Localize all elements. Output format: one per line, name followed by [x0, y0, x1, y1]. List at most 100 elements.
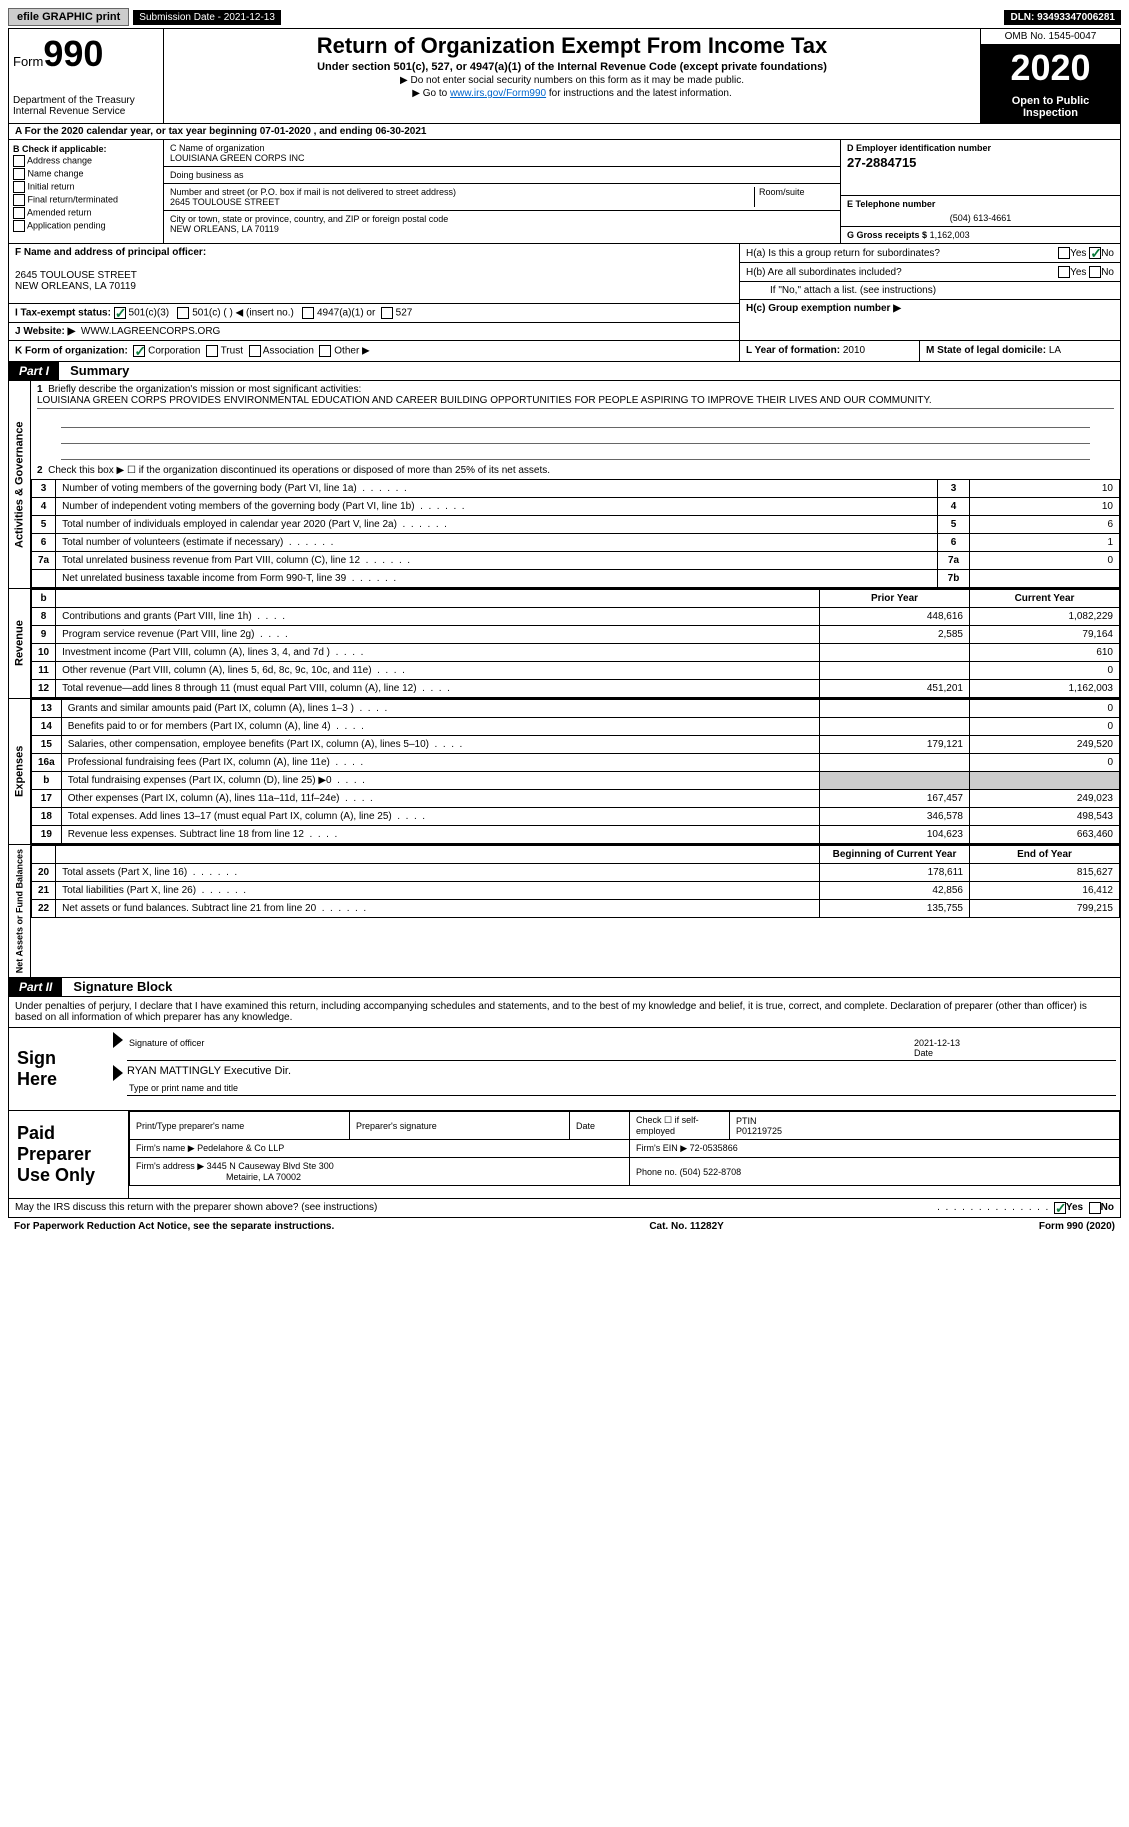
netassets-table: Beginning of Current YearEnd of Year20 T… [31, 845, 1120, 918]
firm-ein-label: Firm's EIN ▶ [636, 1143, 687, 1153]
firm-addr-label: Firm's address ▶ [136, 1161, 204, 1171]
e-phone-label: E Telephone number [847, 199, 1114, 209]
chk-initial-return[interactable]: Initial return [13, 181, 159, 193]
hb-label: H(b) Are all subordinates included? [746, 267, 1058, 278]
efile-print-button[interactable]: efile GRAPHIC print [8, 8, 129, 26]
chk-4947[interactable] [302, 307, 314, 319]
discuss-yes[interactable] [1054, 1202, 1066, 1214]
dba-label: Doing business as [170, 170, 834, 180]
irs-link[interactable]: www.irs.gov/Form990 [450, 88, 546, 99]
chk-501c3[interactable] [114, 307, 126, 319]
dln-label: DLN: 93493347006281 [1004, 10, 1121, 25]
form-header: Form990 Department of the Treasury Inter… [8, 28, 1121, 124]
hc-label: H(c) Group exemption number ▶ [740, 300, 1120, 317]
line-desc: Revenue less expenses. Subtract line 18 … [61, 826, 819, 844]
chk-final-return[interactable]: Final return/terminated [13, 194, 159, 206]
prior-year-val: 167,457 [820, 790, 970, 808]
officer-sig-label: Signature of officer [129, 1038, 914, 1058]
prior-year-val: 346,578 [820, 808, 970, 826]
self-employed-chk[interactable]: Check ☐ if self-employed [630, 1112, 730, 1140]
goto-note: ▶ Go to www.irs.gov/Form990 for instruct… [168, 88, 976, 99]
name-title-label: Type or print name and title [127, 1081, 1116, 1096]
line-desc: Other expenses (Part IX, column (A), lin… [61, 790, 819, 808]
officer-name: RYAN MATTINGLY Executive Dir. [127, 1065, 1116, 1077]
sign-arrow-icon [113, 1065, 123, 1081]
chk-trust[interactable] [206, 345, 218, 357]
chk-501c[interactable] [177, 307, 189, 319]
vert-expenses: Expenses [9, 699, 31, 844]
hb-yes[interactable] [1058, 266, 1070, 278]
vert-governance: Activities & Governance [9, 381, 31, 588]
beginning-year-val: 135,755 [820, 900, 970, 918]
l2-desc: Check this box ▶ ☐ if the organization d… [48, 465, 550, 476]
line-desc: Total expenses. Add lines 13–17 (must eq… [61, 808, 819, 826]
line-desc: Professional fundraising fees (Part IX, … [61, 754, 819, 772]
line-num: 13 [32, 700, 62, 718]
ha-no[interactable] [1089, 247, 1101, 259]
chk-app-pending[interactable]: Application pending [13, 220, 159, 232]
irs-discuss-row: May the IRS discuss this return with the… [8, 1199, 1121, 1218]
expenses-table: 13 Grants and similar amounts paid (Part… [31, 699, 1120, 844]
line-num: 15 [32, 736, 62, 754]
dept-treasury: Department of the Treasury Internal Reve… [13, 95, 159, 117]
line-desc: Total number of individuals employed in … [56, 516, 938, 534]
firm-addr1: 3445 N Causeway Blvd Ste 300 [207, 1161, 334, 1171]
line-lbl: 5 [938, 516, 970, 534]
current-year-val: 79,164 [970, 626, 1120, 644]
ha-label: H(a) Is this a group return for subordin… [746, 248, 1058, 259]
g-gross-label: G Gross receipts $ [847, 230, 927, 240]
summary-governance: Activities & Governance 1 Briefly descri… [8, 381, 1121, 589]
gross-receipts: 1,162,003 [930, 230, 970, 240]
tax-year: 2020 [981, 45, 1120, 91]
line-desc: Total number of volunteers (estimate if … [56, 534, 938, 552]
line-val: 10 [970, 480, 1120, 498]
f-officer-label: F Name and address of principal officer: [15, 247, 733, 258]
line-desc: Investment income (Part VIII, column (A)… [56, 644, 820, 662]
paid-preparer-section: Paid Preparer Use Only Print/Type prepar… [8, 1111, 1121, 1199]
row-a-taxyear: A For the 2020 calendar year, or tax yea… [8, 124, 1121, 140]
open-inspection: Open to Public Inspection [981, 91, 1120, 123]
current-year-val: 0 [970, 700, 1120, 718]
chk-corp[interactable] [133, 345, 145, 357]
line-desc: Benefits paid to or for members (Part IX… [61, 718, 819, 736]
hb-note: If "No," attach a list. (see instruction… [740, 282, 1120, 300]
line-desc: Contributions and grants (Part VIII, lin… [56, 608, 820, 626]
line-num: 4 [32, 498, 56, 516]
prior-year-val: 448,616 [820, 608, 970, 626]
firm-name: Pedelahore & Co LLP [197, 1143, 284, 1153]
chk-assoc[interactable] [249, 345, 261, 357]
city-label: City or town, state or province, country… [170, 214, 834, 224]
firm-name-label: Firm's name ▶ [136, 1143, 195, 1153]
line-val: 0 [970, 552, 1120, 570]
page-footer: For Paperwork Reduction Act Notice, see … [8, 1218, 1121, 1235]
blank-line [61, 446, 1090, 460]
discuss-no[interactable] [1089, 1202, 1101, 1214]
summary-revenue: Revenue bPrior YearCurrent Year8 Contrib… [8, 589, 1121, 699]
beginning-year-val: 42,856 [820, 882, 970, 900]
hb-no[interactable] [1089, 266, 1101, 278]
phone-value: (504) 613-4661 [847, 213, 1114, 223]
chk-other[interactable] [319, 345, 331, 357]
chk-name-change[interactable]: Name change [13, 168, 159, 180]
date-label: Date [914, 1048, 933, 1058]
city-value: NEW ORLEANS, LA 70119 [170, 224, 834, 234]
chk-address-change[interactable]: Address change [13, 155, 159, 167]
prior-year-val [820, 718, 970, 736]
line-num: 17 [32, 790, 62, 808]
current-year-val: 1,082,229 [970, 608, 1120, 626]
prep-sig-label: Preparer's signature [350, 1112, 570, 1140]
c-name-label: C Name of organization [170, 143, 834, 153]
firm-ein: 72-0535866 [690, 1143, 738, 1153]
chk-527[interactable] [381, 307, 393, 319]
signature-declaration: Under penalties of perjury, I declare th… [8, 997, 1121, 1028]
mission-text: LOUISIANA GREEN CORPS PROVIDES ENVIRONME… [37, 395, 1114, 409]
org-name: LOUISIANA GREEN CORPS INC [170, 153, 834, 163]
line-desc: Program service revenue (Part VIII, line… [56, 626, 820, 644]
vert-revenue: Revenue [9, 589, 31, 698]
chk-amended-return[interactable]: Amended return [13, 207, 159, 219]
prep-date-label: Date [570, 1112, 630, 1140]
ha-yes[interactable] [1058, 247, 1070, 259]
revenue-table: bPrior YearCurrent Year8 Contributions a… [31, 589, 1120, 698]
state-domicile: LA [1049, 345, 1061, 356]
k-label: K Form of organization: [15, 346, 128, 357]
